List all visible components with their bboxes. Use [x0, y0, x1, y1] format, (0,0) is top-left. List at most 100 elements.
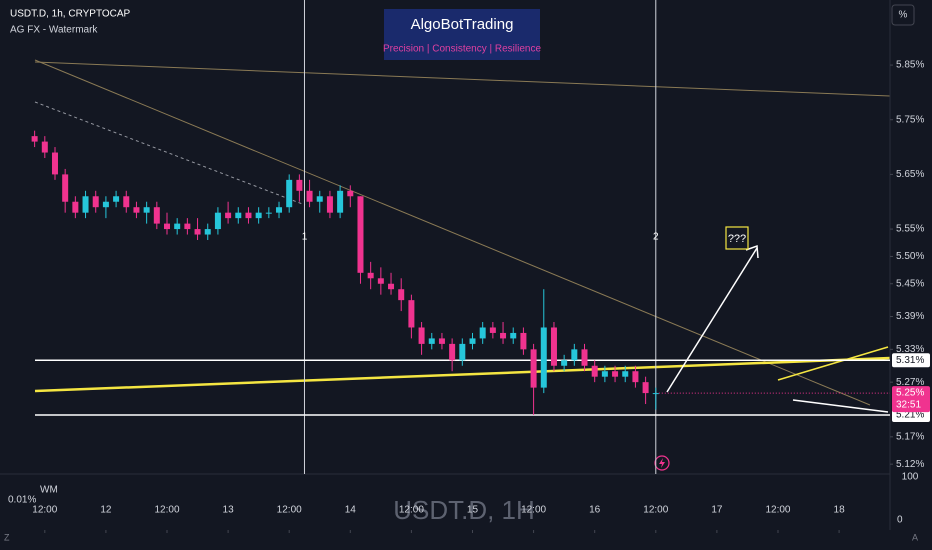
marker-label: 1	[302, 232, 308, 243]
candle-body	[255, 212, 262, 219]
candle-body	[428, 338, 435, 344]
candle-body	[459, 343, 466, 361]
candle-body	[214, 212, 221, 230]
candle-body	[622, 371, 629, 377]
alert-bolt	[659, 458, 665, 468]
candle-body	[357, 196, 364, 273]
support-line	[34, 356, 891, 393]
candle-body	[591, 365, 598, 377]
candle-body	[367, 272, 374, 279]
banner-tagline: Precision | Consistency | Resilience	[383, 44, 541, 55]
candle-body	[102, 201, 109, 208]
y-tick-label: 5.12%	[896, 459, 924, 470]
annotation: ???	[728, 233, 746, 245]
candle-body	[123, 196, 130, 208]
last-price-badge	[892, 386, 930, 413]
candle-body	[326, 196, 333, 213]
candle-body	[225, 212, 232, 219]
pane-top: 100	[902, 472, 919, 483]
unit-label[interactable]: %	[899, 10, 908, 21]
x-tick-label: 12:00	[154, 505, 179, 516]
pane-bottom: 0	[897, 515, 903, 526]
x-tick-label: 12:00	[32, 505, 57, 516]
x-tick-label: 12:00	[399, 505, 424, 516]
candle-body	[612, 371, 619, 377]
y-tick-label: 5.27%	[896, 377, 924, 388]
level-label: 5.21%	[896, 410, 924, 421]
candle-body	[133, 207, 140, 213]
candle-body	[143, 207, 150, 213]
y-tick-label: 5.55%	[896, 224, 924, 235]
pane-scale: 0.01%	[8, 495, 36, 506]
candle-body	[184, 223, 191, 230]
candle-body	[632, 371, 639, 383]
y-tick-label: 5.45%	[896, 278, 924, 289]
candle-body	[652, 393, 659, 395]
candle-body	[561, 360, 568, 366]
candle-body	[286, 179, 293, 208]
x-tick-label: 12	[100, 505, 112, 516]
candle-body	[377, 278, 384, 284]
x-tick-label: 12:00	[643, 505, 668, 516]
level-badge	[892, 353, 930, 368]
candle-body	[500, 332, 507, 339]
annotation-box	[725, 226, 749, 250]
candle-body	[316, 196, 323, 202]
candle-body	[581, 349, 588, 366]
candle-body	[31, 136, 38, 142]
trend-line	[34, 59, 871, 406]
countdown: 32:51	[896, 400, 921, 411]
drawings: ???	[34, 59, 891, 413]
candle-body	[92, 196, 99, 208]
x-tick-label: 16	[589, 505, 601, 516]
alert-icon[interactable]	[654, 455, 670, 471]
candle-body	[571, 349, 578, 361]
y-tick-label: 5.50%	[896, 251, 924, 262]
candle-body	[408, 300, 415, 328]
candle-body	[245, 212, 252, 219]
y-tick-label: 5.17%	[896, 431, 924, 442]
unit-button[interactable]	[891, 4, 915, 26]
x-tick-label: 17	[711, 505, 723, 516]
corner-left[interactable]: Z	[4, 532, 10, 542]
candle-body	[265, 212, 272, 214]
y-tick-label: 5.85%	[896, 60, 924, 71]
candle-body	[469, 338, 476, 344]
candle-body	[449, 343, 456, 361]
x-tick-label: 14	[345, 505, 357, 516]
candle-body	[204, 229, 211, 235]
indicator-name: AG FX - Watermark	[10, 25, 98, 36]
candle-body	[306, 190, 313, 202]
last-price-label: 5.25%	[896, 388, 924, 399]
candle-body	[153, 207, 160, 224]
candle-body	[113, 196, 120, 202]
candle-body	[398, 289, 405, 301]
candle-body	[296, 179, 303, 191]
x-tick-label: 15	[467, 505, 479, 516]
candle-body	[540, 327, 547, 388]
candle-body	[235, 212, 242, 219]
arrow-head	[745, 244, 759, 259]
symbol-title: USDT.D, 1h, CRYPTOCAP	[10, 9, 131, 20]
candle-body	[550, 327, 557, 366]
candle-body	[347, 190, 354, 197]
candle-body	[72, 201, 79, 213]
candle-body	[174, 223, 181, 230]
level-label: 5.31%	[896, 355, 924, 366]
candle-body	[164, 223, 171, 230]
y-tick-label: 5.33%	[896, 344, 924, 355]
candle-body	[642, 382, 649, 394]
candle-body	[489, 327, 496, 333]
corner-right[interactable]: A	[912, 532, 918, 542]
candle-body	[388, 283, 395, 290]
candle-body	[62, 174, 69, 202]
x-tick-label: 12:00	[521, 505, 546, 516]
candle-body	[520, 332, 527, 350]
candle-body	[418, 327, 425, 344]
candle-body	[601, 371, 608, 377]
candle-body	[510, 332, 517, 339]
trend-line	[34, 61, 891, 97]
marker-label: 2	[653, 232, 659, 243]
projection-line	[792, 399, 889, 413]
